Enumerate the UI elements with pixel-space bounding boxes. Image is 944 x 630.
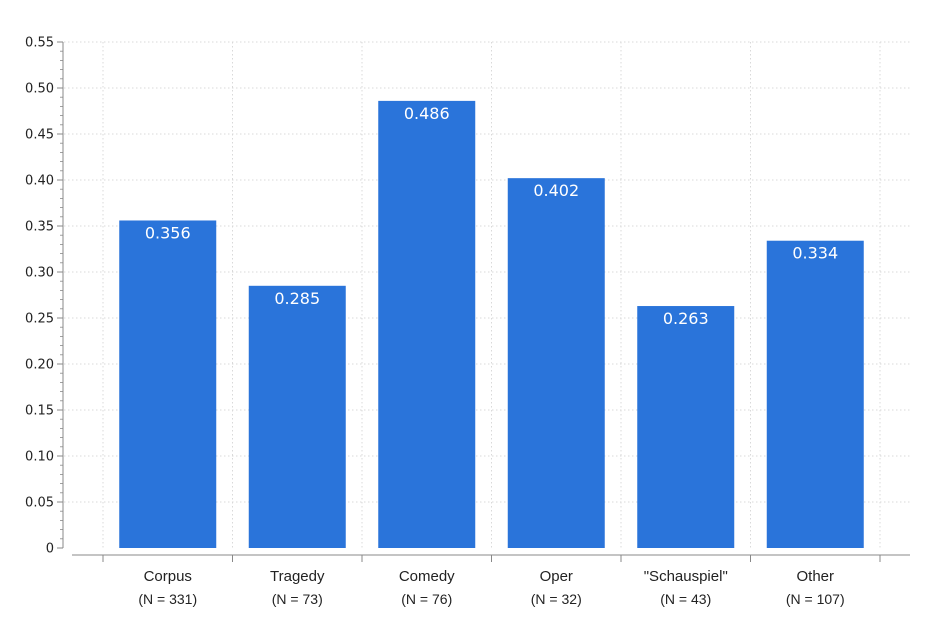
bar-value-label: 0.285 [274, 289, 320, 308]
bar [378, 100, 476, 548]
y-tick-label: 0.45 [25, 128, 54, 143]
x-category-label: Corpus [144, 568, 192, 585]
bar-value-label: 0.263 [663, 309, 709, 328]
x-category-label: "Schauspiel" [644, 568, 728, 585]
bar-value-label: 0.402 [533, 181, 579, 200]
y-tick-label: 0.50 [25, 82, 54, 97]
x-category-count-label: (N = 107) [786, 591, 845, 607]
y-tick-label: 0.30 [25, 266, 54, 281]
y-tick-label: 0.15 [25, 404, 54, 419]
bar [637, 306, 735, 548]
x-category-count-label: (N = 73) [272, 591, 323, 607]
y-tick-label: 0.10 [25, 450, 54, 465]
x-category-label: Other [796, 568, 834, 585]
x-category-count-label: (N = 76) [401, 591, 452, 607]
y-tick-label: 0.40 [25, 174, 54, 189]
bar-value-label: 0.486 [404, 104, 450, 123]
x-category-label: Oper [540, 568, 573, 585]
y-tick-label: 0.20 [25, 358, 54, 373]
y-tick-label: 0.25 [25, 312, 54, 327]
bars [119, 100, 864, 549]
bar [248, 285, 346, 548]
y-tick-label: 0.35 [25, 220, 54, 235]
bar [766, 240, 864, 548]
x-category-label: Tragedy [270, 568, 325, 585]
y-tick-label: 0.05 [25, 496, 54, 511]
bar [119, 220, 217, 549]
x-category-count-label: (N = 43) [660, 591, 711, 607]
bar-value-label: 0.356 [145, 223, 191, 242]
bar [507, 178, 605, 548]
x-category-count-label: (N = 32) [531, 591, 582, 607]
y-tick-label: 0.55 [25, 36, 54, 51]
labels: 0 0.05 0.10 0.15 0.20 0.25 0.30 0.35 0.40 0.45 0.5… [25, 36, 845, 608]
y-tick-label: 0 [46, 542, 54, 557]
x-category-label: Comedy [399, 568, 455, 585]
axes [57, 41, 910, 562]
x-category-count-label: (N = 331) [138, 591, 197, 607]
bar-value-label: 0.334 [792, 244, 838, 263]
